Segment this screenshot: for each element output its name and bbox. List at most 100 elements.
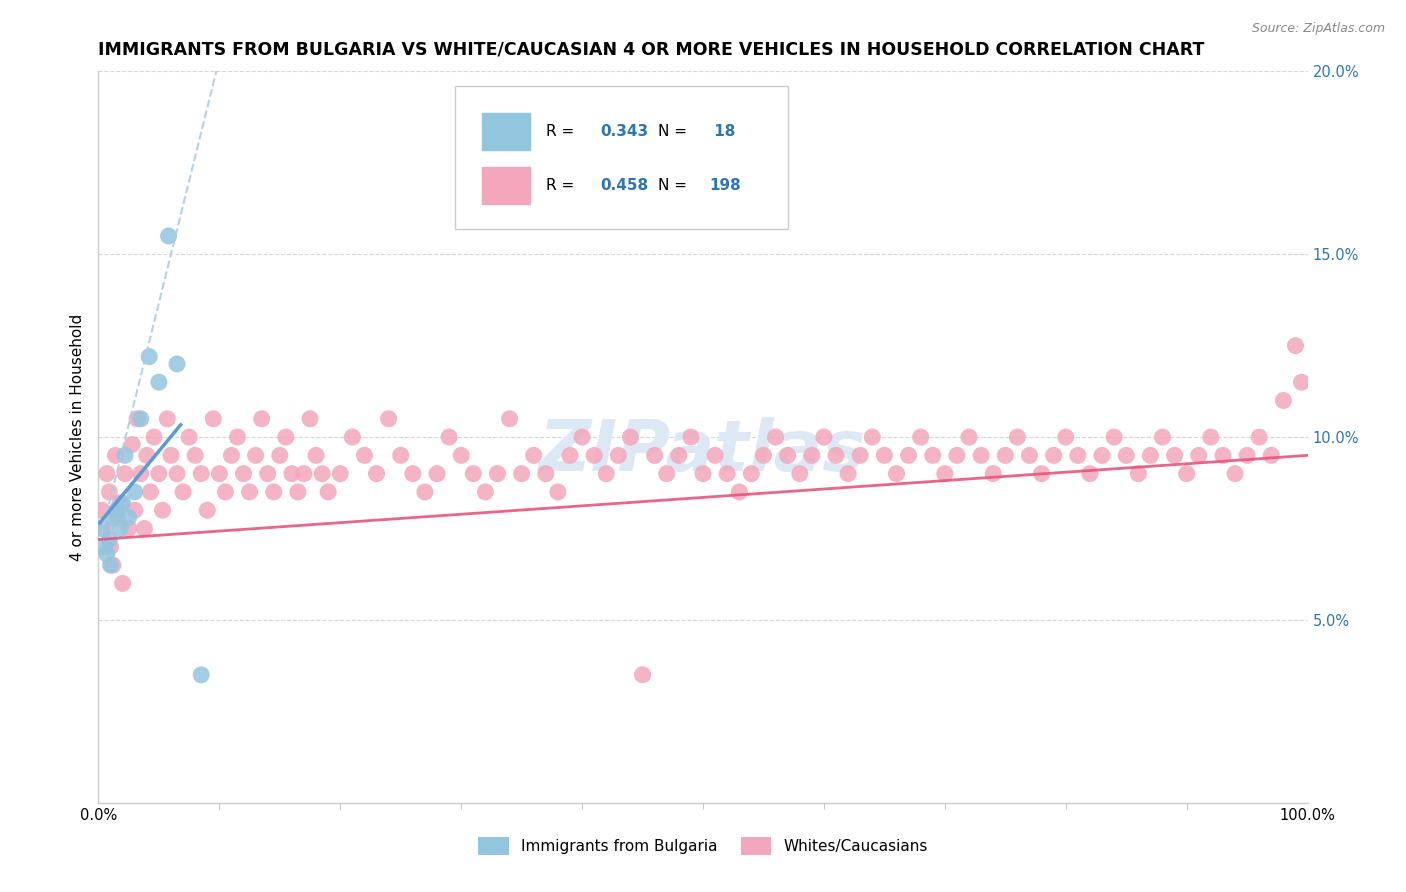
- Text: R =: R =: [546, 124, 579, 139]
- Point: [274, 430, 297, 444]
- Point: [143, 430, 166, 444]
- Point: [250, 412, 273, 426]
- Point: [121, 437, 143, 451]
- Point: [1115, 448, 1137, 462]
- Point: [100, 558, 122, 573]
- Point: [342, 430, 364, 444]
- Point: [98, 485, 121, 500]
- Point: [134, 521, 156, 535]
- Point: [921, 448, 943, 462]
- Point: [765, 430, 787, 444]
- Point: [631, 667, 654, 681]
- Point: [558, 448, 581, 462]
- Point: [148, 467, 170, 481]
- Text: 18: 18: [709, 124, 735, 139]
- Point: [1223, 467, 1246, 481]
- Point: [450, 448, 472, 462]
- Point: [195, 503, 218, 517]
- Point: [127, 412, 149, 426]
- Point: [105, 503, 128, 517]
- Legend: Immigrants from Bulgaria, Whites/Caucasians: Immigrants from Bulgaria, Whites/Caucasi…: [472, 831, 934, 861]
- Point: [1042, 448, 1064, 462]
- Point: [160, 448, 183, 462]
- Point: [1188, 448, 1211, 462]
- Point: [226, 430, 249, 444]
- Point: [1163, 448, 1185, 462]
- Point: [245, 448, 267, 462]
- Point: [571, 430, 593, 444]
- Point: [800, 448, 823, 462]
- Point: [1284, 338, 1306, 352]
- Point: [96, 547, 118, 561]
- Y-axis label: 4 or more Vehicles in Household: 4 or more Vehicles in Household: [69, 313, 84, 561]
- Point: [138, 350, 160, 364]
- Point: [1249, 430, 1271, 444]
- Text: 0.343: 0.343: [600, 124, 648, 139]
- Point: [740, 467, 762, 481]
- Point: [860, 430, 883, 444]
- Point: [389, 448, 412, 462]
- Point: [232, 467, 254, 481]
- Point: [214, 485, 236, 500]
- Point: [704, 448, 727, 462]
- Point: [269, 448, 291, 462]
- Point: [1128, 467, 1150, 481]
- Point: [311, 467, 333, 481]
- Point: [1152, 430, 1174, 444]
- Point: [166, 357, 188, 371]
- Point: [148, 375, 170, 389]
- Point: [1031, 467, 1053, 481]
- Point: [104, 448, 127, 462]
- Point: [534, 467, 557, 481]
- Point: [91, 521, 114, 535]
- Point: [655, 467, 678, 481]
- Point: [179, 430, 201, 444]
- Point: [172, 485, 194, 500]
- Point: [281, 467, 304, 481]
- Point: [139, 485, 162, 500]
- Point: [263, 485, 285, 500]
- Bar: [482, 167, 530, 203]
- Point: [93, 521, 115, 535]
- Point: [1291, 375, 1313, 389]
- Point: [668, 448, 690, 462]
- Point: [498, 412, 520, 426]
- Point: [202, 412, 225, 426]
- Point: [934, 467, 956, 481]
- Text: IMMIGRANTS FROM BULGARIA VS WHITE/CAUCASIAN 4 OR MORE VEHICLES IN HOUSEHOLD CORR: IMMIGRANTS FROM BULGARIA VS WHITE/CAUCAS…: [98, 41, 1205, 59]
- Point: [510, 467, 533, 481]
- Text: 198: 198: [709, 178, 741, 193]
- Point: [166, 467, 188, 481]
- Point: [595, 467, 617, 481]
- Point: [124, 485, 146, 500]
- Point: [1236, 448, 1258, 462]
- Point: [1018, 448, 1040, 462]
- Point: [873, 448, 896, 462]
- Point: [108, 496, 131, 510]
- Point: [91, 503, 114, 517]
- Point: [1212, 448, 1234, 462]
- Point: [111, 576, 134, 591]
- Point: [184, 448, 207, 462]
- Point: [849, 448, 872, 462]
- Point: [1091, 448, 1114, 462]
- Point: [946, 448, 969, 462]
- Point: [789, 467, 811, 481]
- Point: [910, 430, 932, 444]
- Point: [287, 485, 309, 500]
- Bar: [482, 113, 530, 150]
- Point: [377, 412, 399, 426]
- Text: ZIPatlas: ZIPatlas: [540, 417, 866, 486]
- Point: [583, 448, 606, 462]
- Text: N =: N =: [658, 178, 692, 193]
- Point: [752, 448, 775, 462]
- Point: [152, 503, 174, 517]
- Point: [129, 467, 152, 481]
- Point: [221, 448, 243, 462]
- Point: [886, 467, 908, 481]
- Point: [353, 448, 375, 462]
- Point: [692, 467, 714, 481]
- Point: [728, 485, 751, 500]
- Point: [190, 467, 212, 481]
- Point: [114, 448, 136, 462]
